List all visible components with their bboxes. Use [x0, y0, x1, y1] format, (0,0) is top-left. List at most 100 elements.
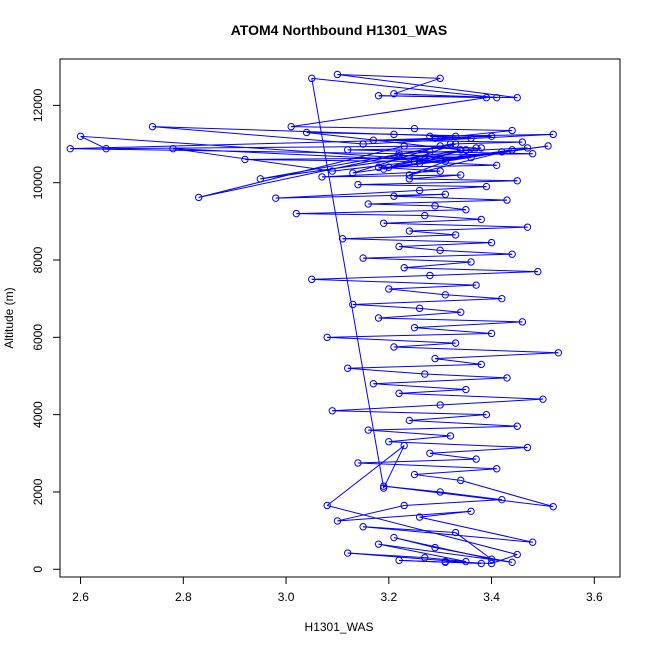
series-line-segment — [357, 184, 487, 188]
data-point — [415, 186, 424, 195]
data-point — [482, 182, 491, 191]
data-point — [379, 484, 388, 492]
data-point — [441, 557, 450, 566]
series-line-segment — [409, 230, 456, 236]
data-point — [539, 395, 547, 403]
data-point — [477, 360, 485, 369]
series-line-segment — [373, 137, 436, 141]
series-line-segment — [409, 174, 461, 180]
series-line-segment — [311, 77, 497, 99]
data-point — [436, 167, 444, 175]
x-tick-label: 3.0 — [278, 590, 295, 604]
data-point — [410, 323, 419, 332]
series-line-segment — [404, 499, 502, 506]
data-point — [410, 157, 419, 166]
data-point — [344, 364, 352, 372]
data-point — [400, 501, 408, 510]
data-point — [405, 171, 414, 179]
data-point — [354, 180, 362, 189]
data-point — [308, 275, 316, 284]
data-point — [349, 300, 357, 309]
series-line-segment — [388, 149, 466, 168]
data-point — [241, 155, 249, 164]
series-line-segment — [409, 414, 487, 421]
y-tick-label: 10000 — [31, 166, 45, 200]
data-point — [431, 543, 439, 552]
data-point — [385, 163, 393, 171]
y-tick-label: 4000 — [31, 401, 45, 428]
series-line-segment — [404, 267, 538, 273]
chart-title: ATOM4 Northbound H1301_WAS — [231, 22, 448, 38]
x-tick-label: 3.4 — [483, 590, 500, 604]
data-point — [333, 517, 342, 525]
data-point — [467, 507, 475, 515]
data-point — [523, 223, 532, 231]
series-line-segment — [80, 135, 425, 161]
series-line-segment — [429, 447, 528, 454]
series-line-segment — [388, 435, 451, 443]
series-line-segment — [414, 128, 513, 132]
series-line-segment — [363, 257, 472, 263]
data-point — [508, 146, 516, 154]
data-point — [431, 134, 439, 142]
series-line-segment — [445, 147, 528, 162]
data-point — [513, 550, 521, 559]
data-point — [544, 142, 552, 150]
series-line-segment — [342, 234, 456, 240]
data-point — [426, 449, 434, 457]
series-line-segment — [106, 145, 441, 150]
data-point — [503, 374, 511, 382]
series-line-segment — [347, 147, 477, 151]
data-point — [477, 559, 485, 568]
plot-frame — [59, 58, 621, 578]
data-point — [436, 142, 444, 150]
data-point — [395, 242, 403, 251]
series-line-segment — [440, 491, 502, 501]
data-point — [498, 294, 506, 303]
data-point — [287, 122, 295, 131]
series-line-segment — [440, 398, 543, 406]
data-point — [426, 148, 434, 156]
series-line-segment — [399, 245, 441, 251]
series-line-segment — [414, 321, 523, 329]
data-point — [523, 144, 532, 152]
data-point — [328, 407, 336, 415]
data-point — [385, 438, 393, 446]
series-line-segment — [70, 137, 472, 150]
series-line-segment — [327, 336, 456, 344]
data-point — [487, 132, 496, 141]
data-point — [390, 90, 398, 98]
series-line-segment — [414, 474, 461, 481]
data-point — [431, 202, 439, 210]
data-point — [415, 304, 424, 313]
data-point — [395, 151, 403, 160]
series-layer — [66, 70, 563, 568]
data-point — [528, 150, 537, 158]
series-line-segment — [342, 238, 492, 244]
series-line-segment — [460, 479, 554, 508]
data-point — [518, 138, 527, 146]
data-point — [436, 74, 444, 83]
series-line-segment — [291, 97, 487, 128]
data-point — [148, 122, 157, 131]
data-point — [482, 410, 491, 419]
data-point — [195, 193, 203, 202]
series-line-segment — [388, 284, 477, 290]
data-point — [472, 144, 480, 152]
data-point — [534, 267, 542, 276]
series-line-segment — [445, 561, 492, 564]
series-line-segment — [337, 510, 472, 522]
data-point — [400, 441, 408, 450]
series-line-segment — [440, 249, 513, 255]
series-line-segment — [378, 317, 523, 323]
series-line-segment — [337, 73, 518, 99]
data-point — [451, 140, 460, 148]
series-line-segment — [409, 419, 518, 427]
data-point — [374, 92, 383, 100]
series-line-segment — [260, 143, 456, 180]
series-line-segment — [347, 552, 425, 559]
data-point — [395, 389, 403, 398]
x-axis-label: H1301_WAS — [305, 620, 374, 634]
